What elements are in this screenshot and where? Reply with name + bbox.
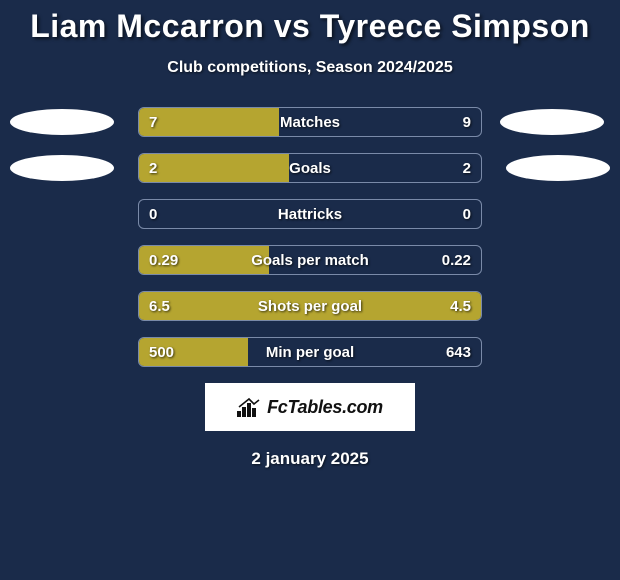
player-left-markers xyxy=(10,107,120,181)
stat-value-right: 0 xyxy=(463,200,471,228)
stat-value-right: 4.5 xyxy=(450,292,471,320)
stat-value-right: 9 xyxy=(463,108,471,136)
stat-value-left: 500 xyxy=(149,338,174,366)
date-text: 2 january 2025 xyxy=(0,449,620,469)
ellipse-marker xyxy=(10,109,114,135)
stat-value-right: 2 xyxy=(463,154,471,182)
stat-label: Hattricks xyxy=(139,200,481,228)
comparison-infographic: Liam Mccarron vs Tyreece Simpson Club co… xyxy=(0,0,620,469)
stat-row: 0.290.22Goals per match xyxy=(138,245,482,275)
page-title: Liam Mccarron vs Tyreece Simpson xyxy=(0,8,620,45)
stat-row: 79Matches xyxy=(138,107,482,137)
ellipse-marker xyxy=(10,155,114,181)
stat-value-left: 0 xyxy=(149,200,157,228)
logo-text: FcTables.com xyxy=(267,397,383,418)
stat-value-left: 0.29 xyxy=(149,246,178,274)
stat-bars: 79Matches22Goals00Hattricks0.290.22Goals… xyxy=(138,107,482,367)
stat-value-right: 643 xyxy=(446,338,471,366)
stat-value-left: 2 xyxy=(149,154,157,182)
stat-value-left: 7 xyxy=(149,108,157,136)
stat-row: 22Goals xyxy=(138,153,482,183)
stat-fill-left xyxy=(139,154,289,182)
player-right-markers xyxy=(500,107,610,181)
ellipse-marker xyxy=(500,109,604,135)
stat-value-right: 0.22 xyxy=(442,246,471,274)
stat-value-left: 6.5 xyxy=(149,292,170,320)
stat-row: 0 0Hattricks xyxy=(138,199,482,229)
stat-row: 6.54.5Shots per goal xyxy=(138,291,482,321)
ellipse-marker xyxy=(506,155,610,181)
subtitle: Club competitions, Season 2024/2025 xyxy=(0,59,620,77)
chart-icon xyxy=(237,397,261,417)
stat-fill-left xyxy=(139,108,279,136)
stat-row: 500643Min per goal xyxy=(138,337,482,367)
site-logo: FcTables.com xyxy=(205,383,415,431)
stats-area: 79Matches22Goals00Hattricks0.290.22Goals… xyxy=(0,107,620,367)
